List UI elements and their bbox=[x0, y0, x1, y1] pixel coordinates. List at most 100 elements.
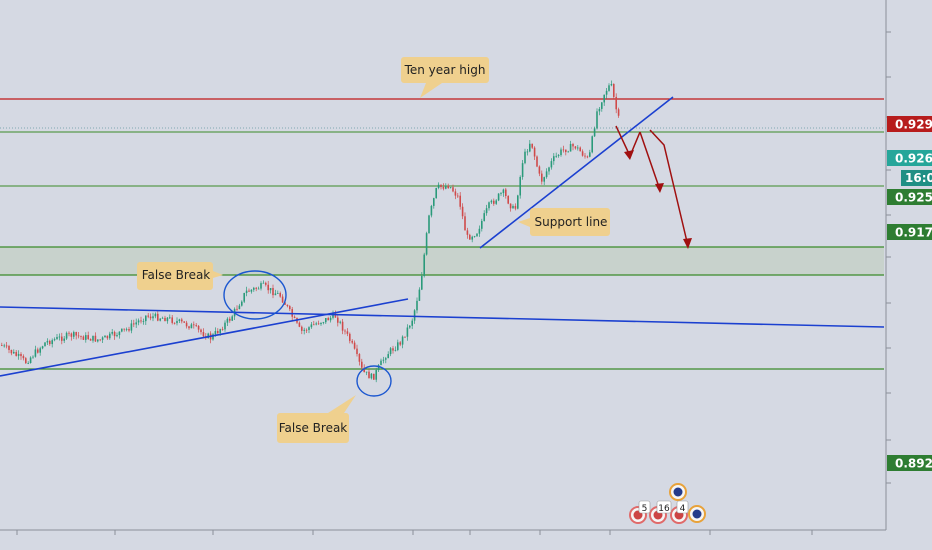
candle-body bbox=[476, 233, 478, 237]
candle-body bbox=[89, 339, 92, 341]
candle-body bbox=[380, 360, 382, 366]
candle-body bbox=[579, 147, 581, 152]
false-break-circle-bottom bbox=[356, 365, 392, 397]
support-line-callout[interactable]: Support line bbox=[518, 208, 610, 236]
candle-body bbox=[169, 317, 171, 319]
price-label: 0.89234 bbox=[895, 457, 932, 471]
candle-body bbox=[73, 332, 75, 337]
candle-body bbox=[375, 370, 377, 380]
candle-body bbox=[478, 228, 481, 234]
time-axis-ticks bbox=[16, 530, 813, 535]
price-label: 0.91773 bbox=[895, 226, 932, 240]
candle-body bbox=[437, 184, 440, 188]
ten-year-high-callout[interactable]: Ten year high bbox=[401, 57, 489, 98]
candle-body bbox=[452, 187, 454, 192]
candle-body bbox=[97, 339, 99, 342]
candle-body bbox=[325, 318, 327, 323]
candle-body bbox=[567, 151, 569, 153]
candle-body bbox=[39, 348, 41, 353]
candle-body bbox=[373, 373, 375, 380]
candle-body bbox=[560, 149, 562, 156]
false-break-circle-top bbox=[223, 270, 287, 320]
false-break-bottom-callout[interactable]: False Break bbox=[277, 395, 356, 443]
candle-body bbox=[130, 323, 133, 331]
candle-body bbox=[493, 200, 495, 204]
candle-body bbox=[289, 306, 291, 310]
candle-body bbox=[200, 329, 202, 333]
candle-body bbox=[471, 236, 473, 240]
candle-body bbox=[394, 349, 397, 351]
badge-count-text: 5 bbox=[642, 504, 648, 514]
timer-text: 16:04 bbox=[905, 171, 932, 185]
candle-body bbox=[193, 324, 195, 326]
candle-body bbox=[277, 293, 279, 294]
candle-body bbox=[399, 342, 401, 345]
candle-body bbox=[538, 166, 541, 174]
candle-body bbox=[317, 323, 320, 325]
candle-body bbox=[104, 335, 106, 338]
candle-body bbox=[106, 335, 109, 339]
candle-body bbox=[231, 316, 233, 321]
candle-body bbox=[70, 333, 73, 337]
candle-body bbox=[526, 151, 529, 153]
candle-body bbox=[361, 361, 363, 368]
candle-body bbox=[27, 362, 29, 364]
support-trendline[interactable] bbox=[479, 96, 674, 249]
candle-body bbox=[332, 313, 334, 318]
candle-body bbox=[286, 304, 289, 307]
candle-body bbox=[341, 321, 344, 331]
candle-body bbox=[135, 322, 137, 325]
candle-body bbox=[613, 84, 615, 97]
candle-body bbox=[190, 324, 193, 329]
candle-body bbox=[212, 334, 214, 340]
event-badges[interactable]: 5 16 4 bbox=[629, 483, 706, 524]
candle-body bbox=[562, 149, 565, 151]
candle-body bbox=[349, 333, 351, 341]
candle-body bbox=[248, 290, 250, 292]
false-break-top-callout[interactable]: False Break bbox=[137, 262, 223, 290]
candle-body bbox=[226, 318, 229, 323]
candle-body bbox=[269, 288, 272, 291]
candle-body bbox=[133, 323, 135, 325]
candle-body bbox=[591, 136, 593, 153]
candle-body bbox=[224, 322, 226, 330]
candle-body bbox=[49, 340, 51, 345]
candle-body bbox=[466, 230, 469, 235]
candle-body bbox=[3, 345, 5, 347]
candle-body bbox=[416, 300, 418, 311]
candle-body bbox=[574, 146, 577, 149]
candle-body bbox=[214, 331, 217, 335]
ten-year-high-text: Ten year high bbox=[404, 63, 486, 77]
candle-body bbox=[152, 316, 154, 319]
candle-body bbox=[553, 156, 555, 162]
badge-count bbox=[676, 500, 689, 514]
candle-body bbox=[346, 331, 349, 334]
candle-body bbox=[569, 144, 572, 152]
candle-body bbox=[121, 328, 123, 332]
candle-body bbox=[80, 335, 82, 337]
horizontal-trendline[interactable] bbox=[0, 306, 885, 328]
candle-body bbox=[154, 313, 157, 317]
candle-body bbox=[243, 292, 245, 302]
candle-body bbox=[322, 322, 325, 323]
candle-body bbox=[176, 321, 178, 324]
candle-body bbox=[449, 187, 452, 189]
price-label: 0.92988 bbox=[895, 118, 932, 132]
candle-body bbox=[353, 342, 356, 349]
candle-body bbox=[166, 317, 169, 322]
candle-body bbox=[99, 339, 101, 341]
candle-body bbox=[272, 288, 274, 296]
candle-body bbox=[548, 167, 550, 172]
candle-body bbox=[473, 236, 476, 238]
candle-body bbox=[519, 176, 521, 196]
candle-body bbox=[281, 296, 284, 303]
candle-body bbox=[46, 340, 49, 343]
candle-body bbox=[178, 319, 181, 322]
ascending-trendline-left[interactable] bbox=[0, 298, 409, 377]
candle-body bbox=[435, 187, 437, 199]
candle-body bbox=[87, 335, 89, 340]
candle-body bbox=[236, 308, 238, 310]
candle-body bbox=[284, 302, 286, 305]
